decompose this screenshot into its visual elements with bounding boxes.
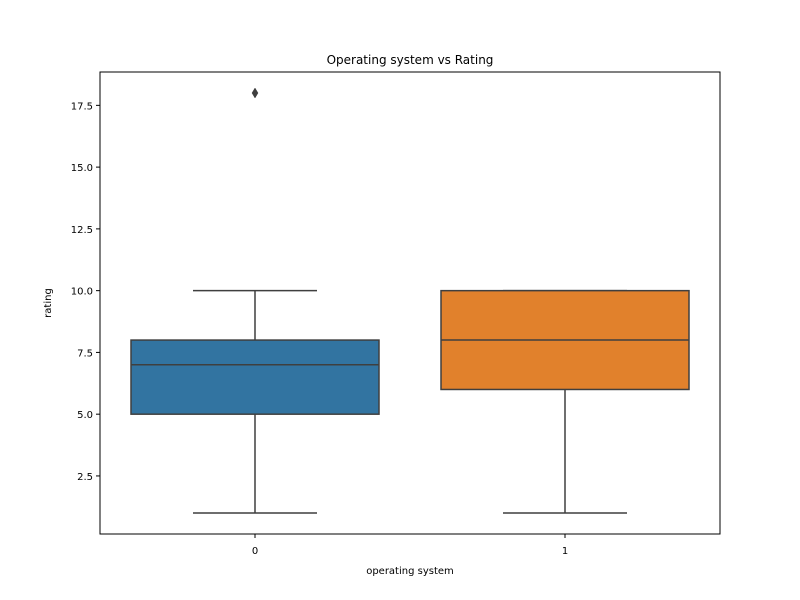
box-group-1 bbox=[440, 289, 690, 514]
box-group-0 bbox=[130, 87, 380, 514]
outlier-point bbox=[251, 87, 259, 99]
plot-area bbox=[130, 87, 690, 514]
y-tick-label: 7.5 bbox=[77, 348, 93, 359]
y-tick-label: 12.5 bbox=[71, 225, 93, 236]
y-tick-label: 5.0 bbox=[77, 410, 93, 421]
axes-frame bbox=[99, 71, 721, 535]
chart-title: Operating system vs Rating bbox=[327, 53, 494, 67]
box bbox=[130, 339, 380, 415]
y-tick-label: 15.0 bbox=[71, 163, 93, 174]
y-axis: 2.5 5.0 7.5 10.0 12.5 15.0 17.5 bbox=[71, 101, 100, 483]
y-tick-label: 2.5 bbox=[77, 472, 93, 483]
y-tick-label: 17.5 bbox=[71, 101, 93, 112]
x-axis-label: operating system bbox=[366, 566, 454, 577]
x-tick-label: 1 bbox=[562, 546, 568, 557]
x-tick-label: 0 bbox=[252, 546, 258, 557]
y-tick-label: 10.0 bbox=[71, 287, 93, 298]
y-axis-label: rating bbox=[43, 288, 54, 318]
